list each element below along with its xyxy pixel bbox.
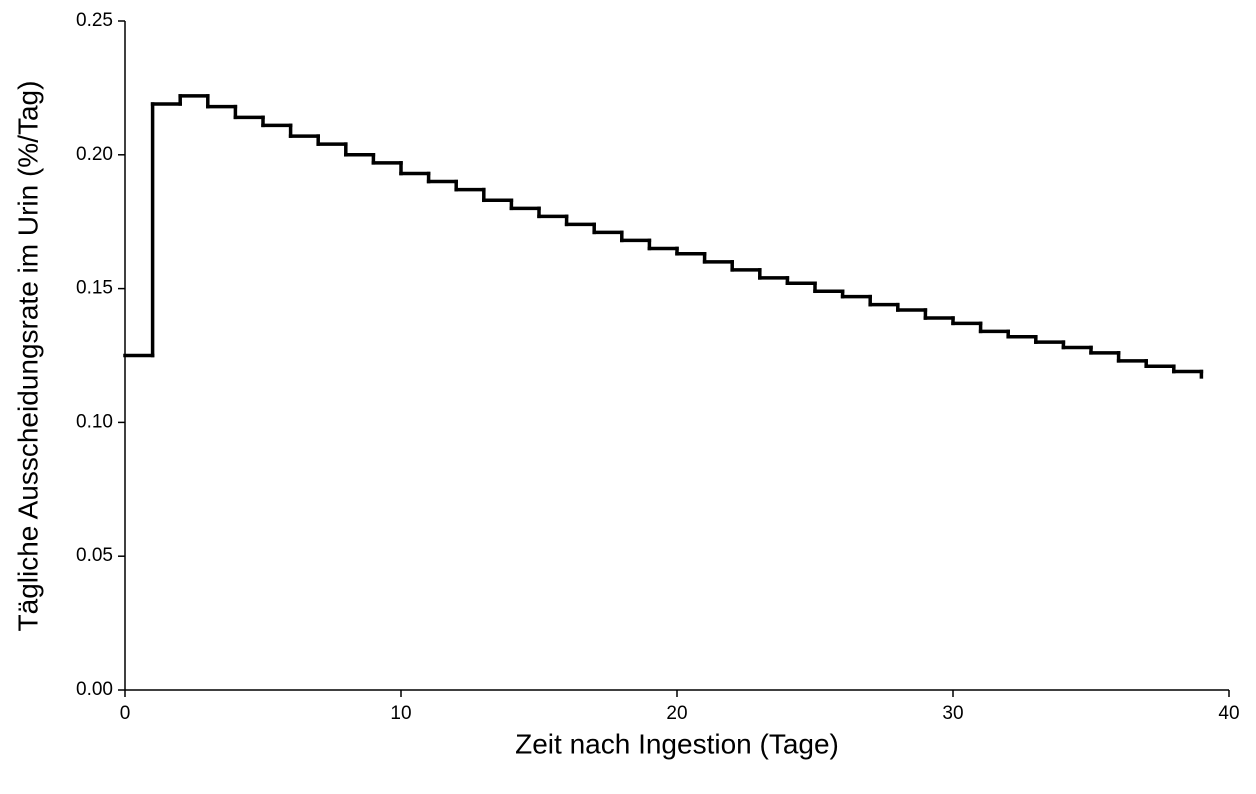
y-tick-label: 0.00 <box>76 679 113 700</box>
x-tick-label: 20 <box>666 703 687 724</box>
y-tick-label: 0.10 <box>76 411 113 432</box>
y-tick-label: 0.20 <box>76 144 113 165</box>
y-tick-label: 0.15 <box>76 278 113 299</box>
y-tick-label: 0.25 <box>76 10 113 31</box>
x-tick-label: 10 <box>390 703 411 724</box>
x-tick-label: 0 <box>120 703 131 724</box>
x-tick-label: 30 <box>942 703 963 724</box>
step-end <box>1199 375 1203 379</box>
x-tick-label: 40 <box>1218 703 1239 724</box>
y-tick-label: 0.05 <box>76 545 113 566</box>
x-axis-title: Zeit nach Ingestion (Tage) <box>515 728 839 759</box>
y-axis-title: Tägliche Ausscheidungsrate im Urin (%/Ta… <box>12 81 43 632</box>
